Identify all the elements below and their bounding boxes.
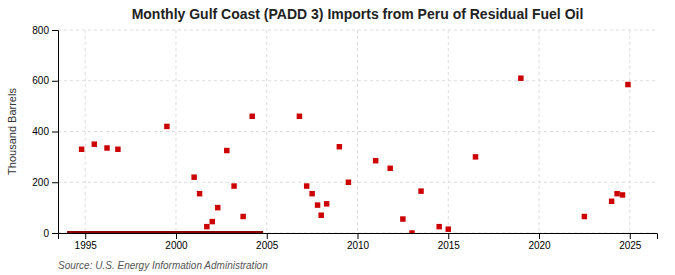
point <box>614 191 619 196</box>
point <box>582 214 587 219</box>
point <box>210 219 215 224</box>
marks <box>67 75 631 233</box>
point <box>304 183 309 188</box>
grid <box>58 30 657 233</box>
tick: 2005 <box>256 233 279 251</box>
tick: 800 <box>32 25 58 36</box>
tick-mark <box>358 233 359 239</box>
point <box>297 114 302 119</box>
x-axis: 1995 2000 2005 2010 2015 2020 2025 <box>59 233 658 251</box>
tick-mark <box>448 233 449 239</box>
grid-line-x <box>357 30 358 233</box>
grid-line-y <box>58 80 657 81</box>
source: Source: U.S. Energy Information Administ… <box>58 260 268 271</box>
tick-mark <box>52 81 58 82</box>
point <box>215 205 220 210</box>
tick: 0 <box>43 228 58 239</box>
point <box>620 192 625 197</box>
tick-mark <box>630 233 631 239</box>
chart-container: 1995 2000 2005 2010 2015 2020 2025 0 200 400 600 80… <box>0 0 675 275</box>
tick-mark <box>52 30 58 31</box>
tick-label: 2015 <box>438 240 461 251</box>
tick: 2000 <box>165 233 188 251</box>
point <box>104 145 109 150</box>
point <box>197 191 202 196</box>
point <box>337 144 342 149</box>
grid-line-x <box>175 30 176 233</box>
line <box>67 231 263 233</box>
point <box>346 180 351 185</box>
tick-label: 400 <box>32 126 49 137</box>
tick: 600 <box>32 75 58 86</box>
tick-label: 0 <box>43 228 49 239</box>
plot: 1995 2000 2005 2010 2015 2020 2025 0 200 400 600 80… <box>32 25 657 251</box>
grid-line-y <box>58 182 657 183</box>
tick: 400 <box>32 126 58 137</box>
tick-label: 2000 <box>165 240 188 251</box>
point <box>400 216 405 221</box>
tick-mark <box>539 233 540 239</box>
point <box>231 183 236 188</box>
tick-label: 600 <box>32 75 49 86</box>
grid-line-y <box>58 30 657 31</box>
tick: 2015 <box>438 233 461 251</box>
point <box>92 141 97 146</box>
tick: 2025 <box>619 233 642 251</box>
tick-label: 2005 <box>256 240 279 251</box>
y-axis-title: Thousand Barrels <box>6 88 18 175</box>
tick-mark <box>52 233 58 234</box>
y-axis: 0 200 400 600 800 <box>32 25 58 239</box>
tick-label: 2025 <box>619 240 642 251</box>
point <box>191 174 196 179</box>
point <box>164 124 169 129</box>
title: Monthly Gulf Coast (PADD 3) Imports from… <box>132 6 584 22</box>
point <box>315 202 320 207</box>
tick-mark <box>176 233 177 239</box>
point <box>387 166 392 171</box>
tick-label: 2020 <box>528 240 551 251</box>
point <box>473 154 478 159</box>
point <box>373 158 378 163</box>
tick: 2010 <box>347 233 370 251</box>
grid-line-x <box>266 30 267 233</box>
tick: 200 <box>32 177 58 188</box>
point <box>79 147 84 152</box>
point <box>115 147 120 152</box>
point <box>240 214 245 219</box>
point <box>418 188 423 193</box>
tick-label: 1995 <box>75 240 98 251</box>
tick-mark <box>85 233 86 239</box>
point <box>609 199 614 204</box>
tick: 1995 <box>75 233 98 251</box>
tick-label: 200 <box>32 177 49 188</box>
point <box>625 82 630 87</box>
point <box>224 148 229 153</box>
point <box>436 224 441 229</box>
point <box>204 224 209 229</box>
point <box>309 191 314 196</box>
tick: 2020 <box>528 233 551 251</box>
point <box>249 114 254 119</box>
point <box>446 226 451 231</box>
tick-mark <box>52 182 58 183</box>
chart-svg: 1995 2000 2005 2010 2015 2020 2025 0 200 400 600 80… <box>0 0 675 275</box>
point <box>409 230 414 233</box>
point <box>324 201 329 206</box>
tick-label: 2010 <box>347 240 370 251</box>
point <box>318 212 323 217</box>
axis-line <box>59 234 658 240</box>
tick-mark <box>267 233 268 239</box>
grid-line-y <box>58 131 657 132</box>
axis-line <box>52 31 59 234</box>
tick-mark <box>52 132 58 133</box>
point <box>518 75 523 80</box>
tick-label: 800 <box>32 25 49 36</box>
